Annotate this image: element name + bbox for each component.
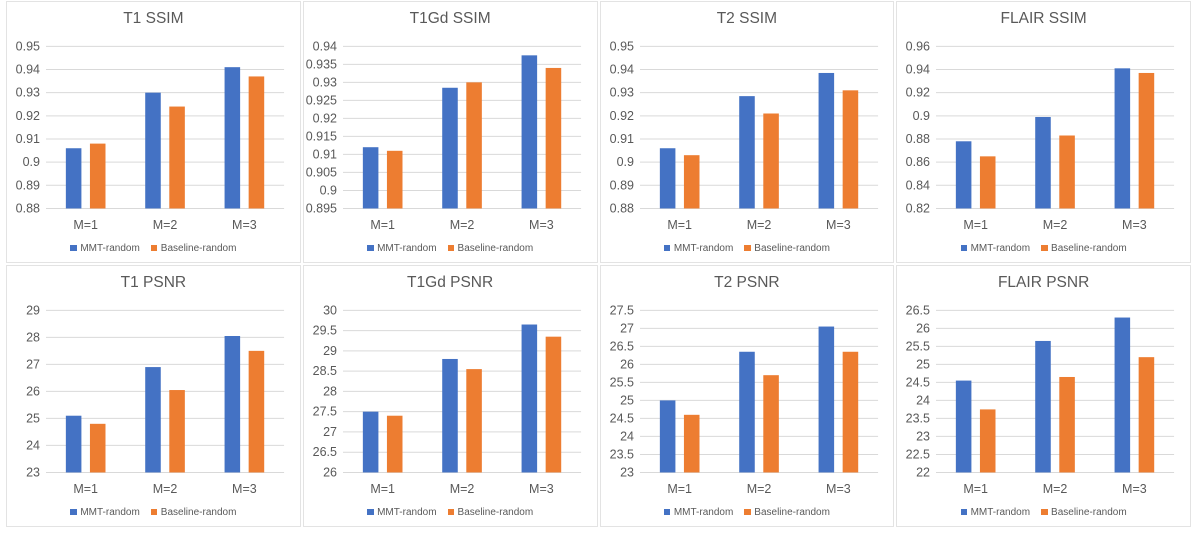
svg-text:0.89: 0.89 — [16, 178, 40, 192]
svg-text:M=1: M=1 — [667, 218, 692, 232]
svg-text:0.94: 0.94 — [906, 62, 930, 76]
svg-text:25: 25 — [620, 393, 634, 407]
svg-text:0.925: 0.925 — [305, 93, 336, 107]
svg-text:23: 23 — [26, 465, 40, 479]
svg-text:24.5: 24.5 — [906, 375, 930, 389]
svg-text:0.9: 0.9 — [319, 183, 336, 197]
svg-text:0.895: 0.895 — [305, 201, 336, 215]
svg-text:0.91: 0.91 — [16, 132, 40, 146]
svg-text:27: 27 — [323, 425, 337, 439]
svg-text:26: 26 — [323, 465, 337, 479]
svg-text:28: 28 — [26, 330, 40, 344]
svg-text:22.5: 22.5 — [906, 447, 930, 461]
svg-text:0.84: 0.84 — [906, 178, 930, 192]
svg-text:0.935: 0.935 — [305, 57, 336, 71]
svg-text:24: 24 — [916, 393, 930, 407]
svg-text:26: 26 — [916, 321, 930, 335]
svg-text:0.93: 0.93 — [16, 86, 40, 100]
svg-text:29: 29 — [323, 344, 337, 358]
svg-text:28: 28 — [323, 384, 337, 398]
svg-text:23: 23 — [916, 429, 930, 443]
svg-text:0.91: 0.91 — [312, 147, 336, 161]
svg-text:24.5: 24.5 — [609, 411, 633, 425]
svg-text:26: 26 — [620, 357, 634, 371]
svg-text:0.92: 0.92 — [906, 86, 930, 100]
svg-text:M=2: M=2 — [153, 482, 178, 496]
svg-text:M=1: M=1 — [73, 482, 98, 496]
svg-text:0.93: 0.93 — [609, 86, 633, 100]
svg-text:M=2: M=2 — [153, 218, 178, 232]
svg-text:23.5: 23.5 — [906, 411, 930, 425]
svg-text:M=2: M=2 — [1043, 218, 1068, 232]
svg-text:M=3: M=3 — [529, 482, 554, 496]
svg-text:0.9: 0.9 — [913, 109, 930, 123]
svg-text:23.5: 23.5 — [609, 447, 633, 461]
svg-text:26.5: 26.5 — [312, 445, 336, 459]
svg-text:M=2: M=2 — [449, 218, 474, 232]
svg-text:0.93: 0.93 — [312, 75, 336, 89]
svg-text:M=1: M=1 — [370, 218, 395, 232]
svg-text:0.96: 0.96 — [906, 39, 930, 53]
svg-text:27.5: 27.5 — [609, 303, 633, 317]
svg-text:22: 22 — [916, 465, 930, 479]
svg-text:24: 24 — [26, 438, 40, 452]
svg-text:25.5: 25.5 — [906, 339, 930, 353]
svg-text:0.915: 0.915 — [305, 129, 336, 143]
svg-text:M=3: M=3 — [1122, 482, 1147, 496]
svg-text:25.5: 25.5 — [609, 375, 633, 389]
svg-text:0.89: 0.89 — [609, 178, 633, 192]
svg-text:M=3: M=3 — [1122, 218, 1147, 232]
svg-text:M=2: M=2 — [746, 482, 771, 496]
svg-text:M=1: M=1 — [964, 218, 989, 232]
svg-text:0.94: 0.94 — [16, 62, 40, 76]
svg-text:0.92: 0.92 — [16, 109, 40, 123]
svg-text:M=1: M=1 — [370, 482, 395, 496]
svg-text:0.9: 0.9 — [23, 155, 40, 169]
svg-text:M=2: M=2 — [746, 218, 771, 232]
svg-text:M=3: M=3 — [232, 218, 257, 232]
svg-text:29: 29 — [26, 303, 40, 317]
svg-text:27: 27 — [26, 357, 40, 371]
svg-text:0.905: 0.905 — [305, 165, 336, 179]
svg-text:0.94: 0.94 — [312, 39, 336, 53]
svg-text:23: 23 — [620, 465, 634, 479]
svg-text:M=2: M=2 — [449, 482, 474, 496]
svg-text:0.88: 0.88 — [906, 132, 930, 146]
svg-text:0.92: 0.92 — [609, 109, 633, 123]
svg-text:M=3: M=3 — [529, 218, 554, 232]
svg-text:0.88: 0.88 — [16, 201, 40, 215]
svg-text:0.91: 0.91 — [609, 132, 633, 146]
svg-text:25: 25 — [916, 357, 930, 371]
svg-text:24: 24 — [620, 429, 634, 443]
svg-text:M=3: M=3 — [826, 482, 851, 496]
svg-text:0.86: 0.86 — [906, 155, 930, 169]
svg-text:0.95: 0.95 — [16, 39, 40, 53]
svg-text:M=1: M=1 — [964, 482, 989, 496]
svg-text:M=3: M=3 — [232, 482, 257, 496]
svg-text:0.92: 0.92 — [312, 111, 336, 125]
svg-text:28.5: 28.5 — [312, 364, 336, 378]
svg-text:0.95: 0.95 — [609, 39, 633, 53]
svg-text:0.9: 0.9 — [616, 155, 633, 169]
svg-text:26: 26 — [26, 384, 40, 398]
svg-text:27.5: 27.5 — [312, 405, 336, 419]
svg-text:25: 25 — [26, 411, 40, 425]
svg-text:29.5: 29.5 — [312, 324, 336, 338]
svg-text:0.94: 0.94 — [609, 62, 633, 76]
svg-text:0.82: 0.82 — [906, 201, 930, 215]
svg-text:26.5: 26.5 — [906, 303, 930, 317]
svg-text:26.5: 26.5 — [609, 339, 633, 353]
svg-text:M=1: M=1 — [667, 482, 692, 496]
svg-text:0.88: 0.88 — [609, 201, 633, 215]
svg-text:M=3: M=3 — [826, 218, 851, 232]
svg-text:M=2: M=2 — [1043, 482, 1068, 496]
svg-text:27: 27 — [620, 321, 634, 335]
svg-text:30: 30 — [323, 303, 337, 317]
svg-text:M=1: M=1 — [73, 218, 98, 232]
